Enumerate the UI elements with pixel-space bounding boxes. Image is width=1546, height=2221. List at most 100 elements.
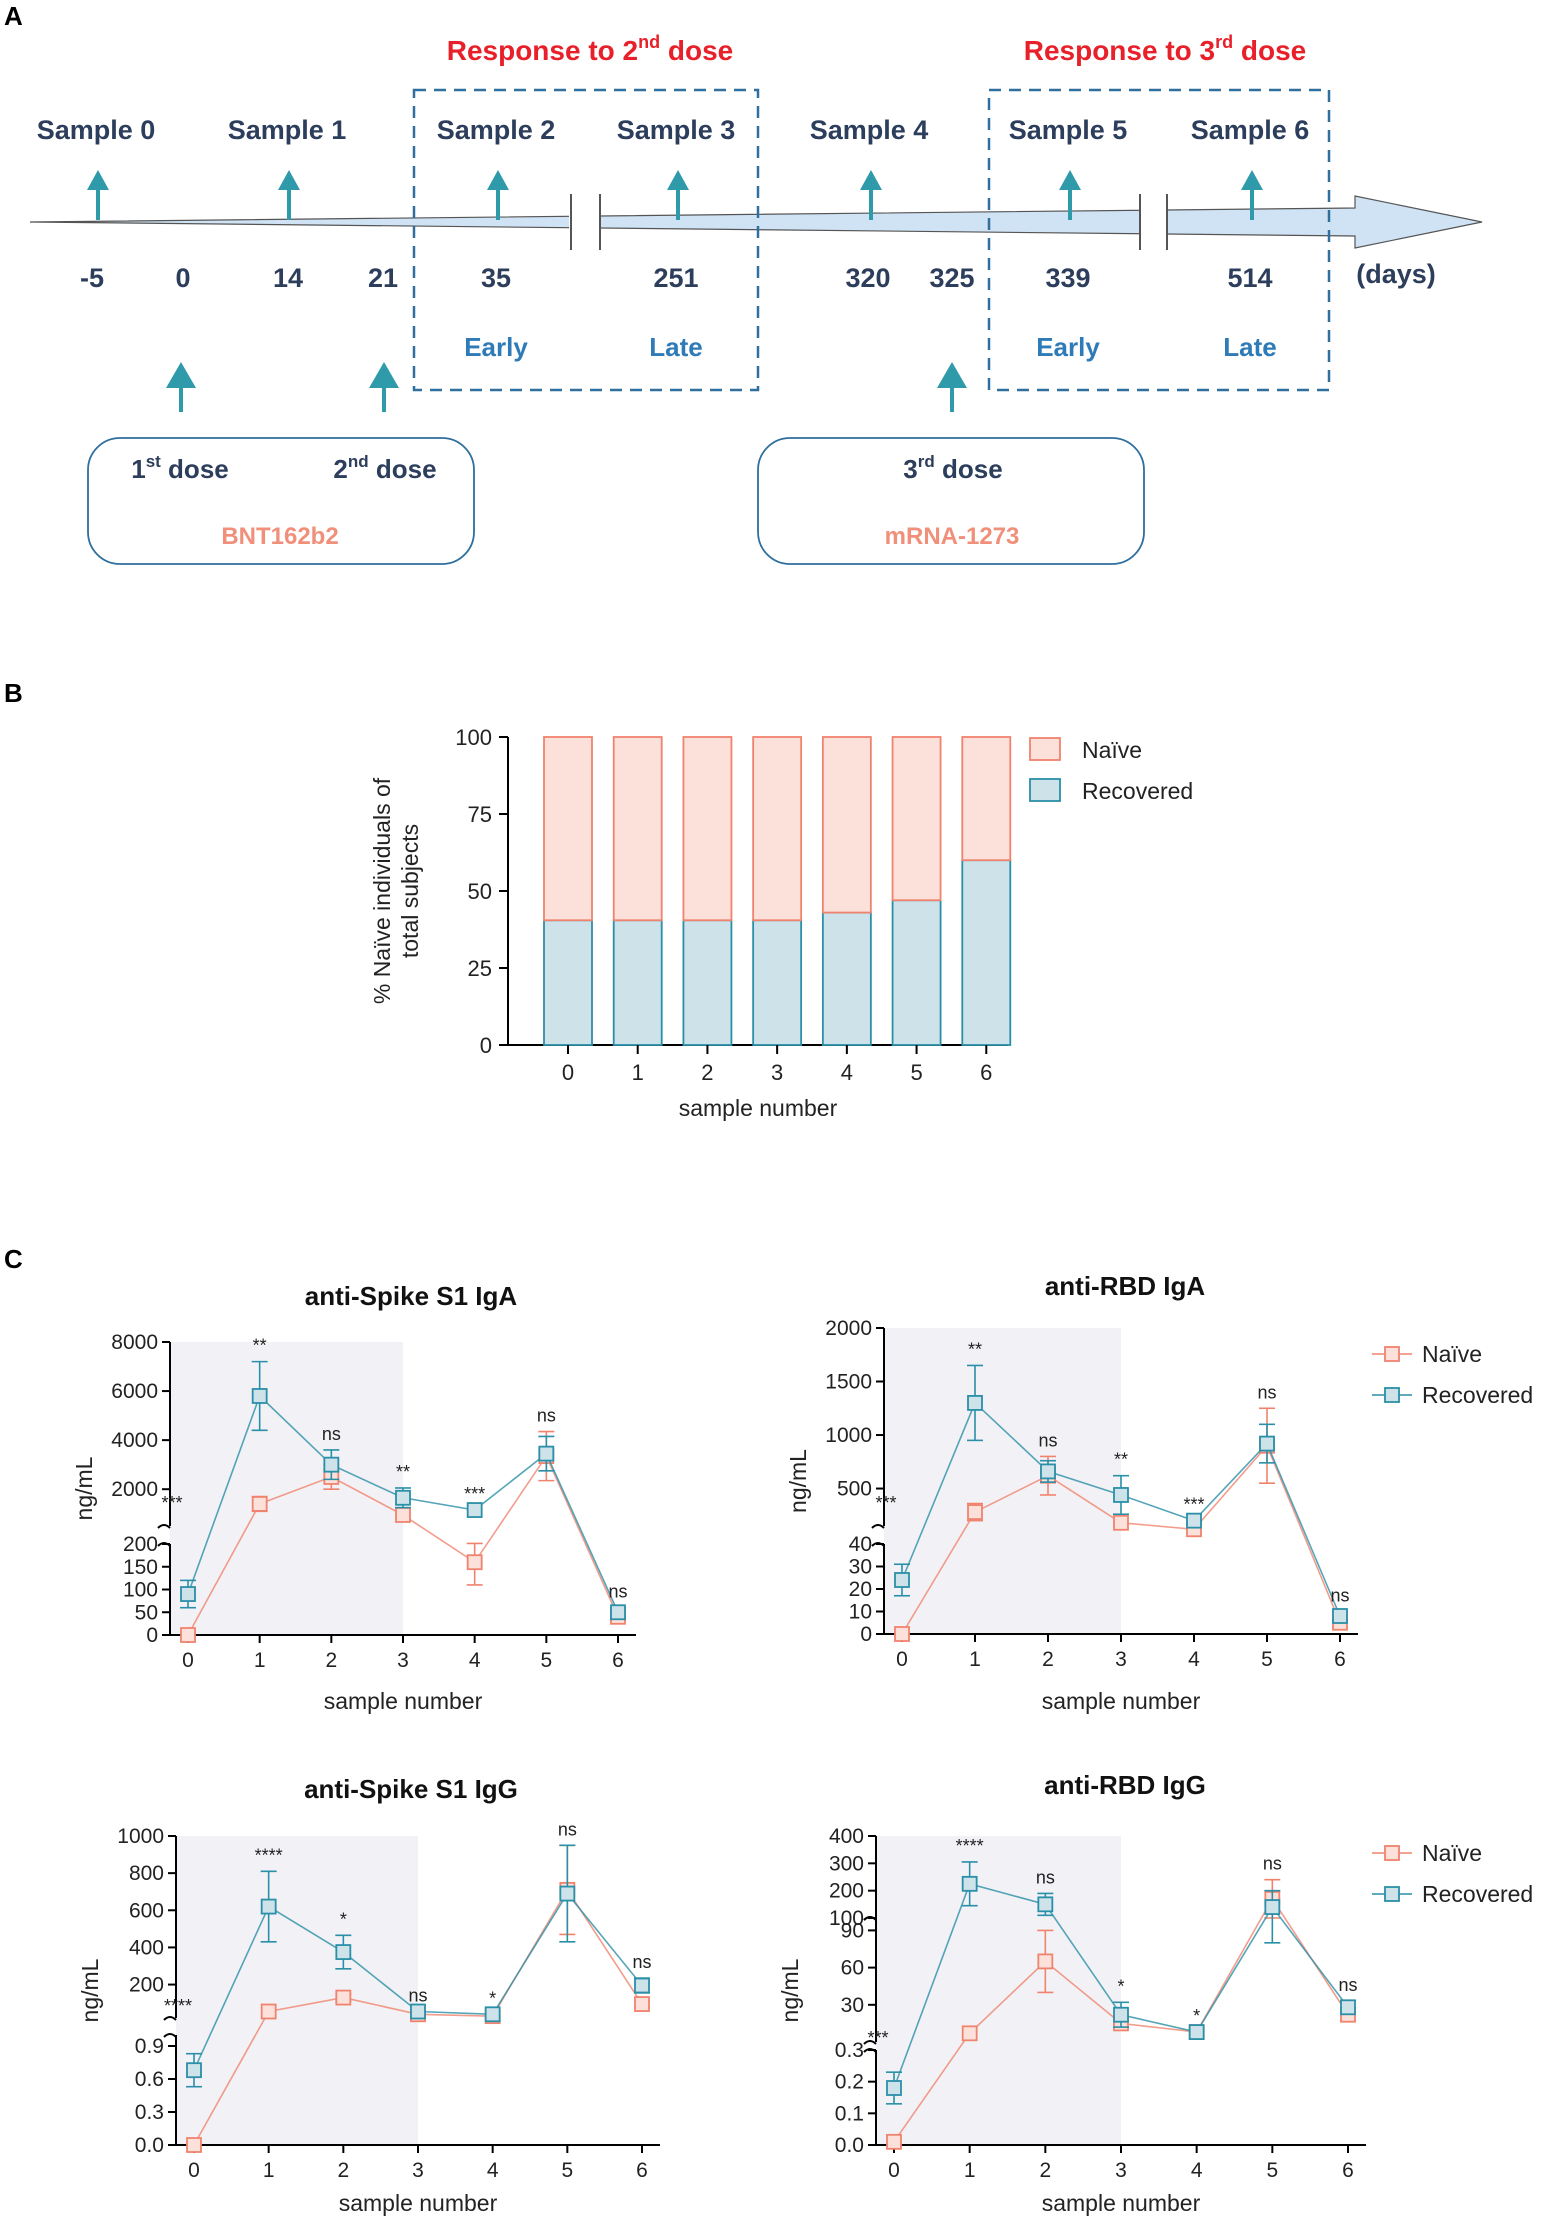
sig-annotation-5: ns bbox=[1257, 1382, 1276, 1402]
sample-arrow-head-6 bbox=[1241, 170, 1263, 190]
sample-arrow-head-0 bbox=[87, 170, 109, 190]
point-1-5 bbox=[1264, 1899, 1281, 1915]
sig-annotation-1: **** bbox=[956, 1836, 984, 1856]
point-1-1 bbox=[260, 1898, 277, 1915]
sig-annotation-4: *** bbox=[464, 1484, 485, 1504]
sig-annotation-6: ns bbox=[608, 1582, 627, 1602]
point-0-1 bbox=[961, 2025, 978, 2042]
ytick-label-0-0: 0 bbox=[146, 1624, 158, 1647]
xtick-label-5: 5 bbox=[561, 2159, 573, 2182]
b-legend-swatch-1 bbox=[1029, 778, 1061, 802]
b-bar-recovered-6 bbox=[961, 859, 1012, 1046]
point-0-3 bbox=[1113, 1514, 1129, 1531]
ytick-label-0-0: 0 bbox=[860, 1623, 872, 1646]
ytick-label-1-600: 600 bbox=[129, 1899, 164, 1922]
dose3-arrow-head bbox=[937, 362, 967, 388]
xtick-label-6: 6 bbox=[1342, 2159, 1354, 2182]
shade-region bbox=[884, 1328, 1121, 1634]
ytick-label-0-0: 0.0 bbox=[835, 2134, 864, 2157]
ytick-label-0-0.3: 0.3 bbox=[835, 2039, 864, 2062]
panel-c-letter: C bbox=[4, 1244, 23, 1274]
b-xtick-label-5: 5 bbox=[910, 1060, 922, 1085]
ytick-label-1-1500: 1500 bbox=[825, 1371, 872, 1394]
point-1-0 bbox=[894, 1572, 910, 1588]
point-1-3 bbox=[395, 1489, 411, 1506]
ytick-label-0-0.9: 0.9 bbox=[135, 2035, 164, 2058]
point-0-0 bbox=[180, 1627, 196, 1643]
day-label-9: 514 bbox=[1227, 263, 1272, 293]
ytick-label-2-400: 400 bbox=[829, 1825, 864, 1848]
sample-label-2: Sample 2 bbox=[437, 115, 556, 145]
point-0-0 bbox=[894, 1626, 910, 1642]
sig-annotation-5: ns bbox=[537, 1406, 556, 1426]
sample-label-6: Sample 6 bbox=[1191, 115, 1310, 145]
ytick-label-1-400: 400 bbox=[129, 1936, 164, 1959]
dose1-label: 1st dose bbox=[131, 452, 229, 484]
ytick-label-0-0.6: 0.6 bbox=[135, 2068, 164, 2091]
day-label-6: 320 bbox=[845, 263, 890, 293]
axis-break-0 bbox=[863, 2048, 877, 2053]
chart-anti-spike-s1-igg: 0.0 0.3 0.6 0.9 200 400 600 800 1000 0 1 2 3 4 5 6 sampl… bbox=[77, 1774, 660, 2216]
b-bar-naive-0 bbox=[543, 736, 593, 922]
point-1-6 bbox=[634, 1977, 650, 1994]
point-1-5 bbox=[1259, 1435, 1275, 1452]
sig-annotation-0: *** bbox=[875, 1493, 896, 1513]
sig-annotation-2: ns bbox=[322, 1424, 341, 1444]
point-1-1 bbox=[967, 1395, 983, 1411]
sig-annotation-0: **** bbox=[164, 1996, 192, 2016]
b-bar-naive-5 bbox=[891, 736, 942, 902]
ytick-label-1-800: 800 bbox=[129, 1862, 164, 1885]
point-1-2 bbox=[1037, 1896, 1054, 1913]
sig-annotation-3: ** bbox=[1114, 1450, 1128, 1470]
b-y-axis-label: % Naïve individuals oftotal subjects bbox=[369, 777, 423, 1004]
xtick-label-4: 4 bbox=[1188, 1648, 1200, 1671]
sample-arrow-head-3 bbox=[667, 170, 689, 190]
xtick-label-0: 0 bbox=[896, 1648, 908, 1671]
legend-label-1: Recovered bbox=[1422, 1382, 1533, 1408]
sig-annotation-1: ** bbox=[968, 1339, 982, 1359]
point-0-0 bbox=[886, 2133, 902, 2150]
point-1-0 bbox=[180, 1586, 196, 1602]
point-1-2 bbox=[1040, 1463, 1056, 1480]
point-1-6 bbox=[1332, 1608, 1348, 1624]
sig-annotation-3: * bbox=[1117, 1976, 1124, 1996]
xtick-label-1: 1 bbox=[969, 1648, 981, 1671]
xtick-label-6: 6 bbox=[636, 2159, 648, 2182]
ytick-label-1-30: 30 bbox=[841, 1994, 864, 2017]
x-axis-label: sample number bbox=[339, 2190, 498, 2216]
ytick-label-0-0: 0.0 bbox=[135, 2134, 164, 2157]
xtick-label-5: 5 bbox=[540, 1649, 552, 1672]
x-axis-label: sample number bbox=[324, 1688, 483, 1714]
xtick-label-3: 3 bbox=[397, 1649, 409, 1672]
point-1-6 bbox=[1340, 1999, 1356, 2016]
day-label-8: 339 bbox=[1045, 263, 1090, 293]
sig-annotation-3: ** bbox=[396, 1462, 410, 1482]
b-bar-recovered-0 bbox=[543, 919, 593, 1046]
day-label-3: 21 bbox=[368, 263, 398, 293]
ytick-label-0-40: 40 bbox=[849, 1533, 872, 1556]
sample-label-5: Sample 5 bbox=[1009, 115, 1128, 145]
axis-break-top-0 bbox=[863, 2040, 877, 2045]
legend-c-iga: Naïve Recovered bbox=[1372, 1341, 1533, 1408]
point-1-5 bbox=[538, 1445, 555, 1462]
timeline-arrow bbox=[29, 195, 1483, 249]
b-bar-naive-2 bbox=[682, 736, 733, 922]
ytick-label-1-8000: 8000 bbox=[111, 1331, 158, 1354]
chart-title: anti-Spike S1 IgA bbox=[305, 1281, 518, 1311]
point-0-4 bbox=[466, 1554, 483, 1571]
sig-annotation-3: ns bbox=[408, 1986, 427, 2006]
ytick-label-0-20: 20 bbox=[849, 1578, 872, 1601]
y-axis-label: ng/mL bbox=[785, 1449, 811, 1513]
response-2nd-dose-title: Response to 2nd dose bbox=[447, 32, 734, 66]
point-0-2 bbox=[1037, 1953, 1054, 1970]
sig-annotation-2: ns bbox=[1038, 1430, 1057, 1450]
point-1-4 bbox=[1188, 2024, 1205, 2040]
day-label-0: -5 bbox=[80, 263, 104, 293]
point-1-0 bbox=[886, 2080, 902, 2096]
b-ytick-label-25: 25 bbox=[468, 956, 492, 981]
sample-arrows bbox=[87, 170, 1263, 220]
dose3-response-box bbox=[987, 88, 1331, 392]
xtick-label-4: 4 bbox=[469, 1649, 481, 1672]
